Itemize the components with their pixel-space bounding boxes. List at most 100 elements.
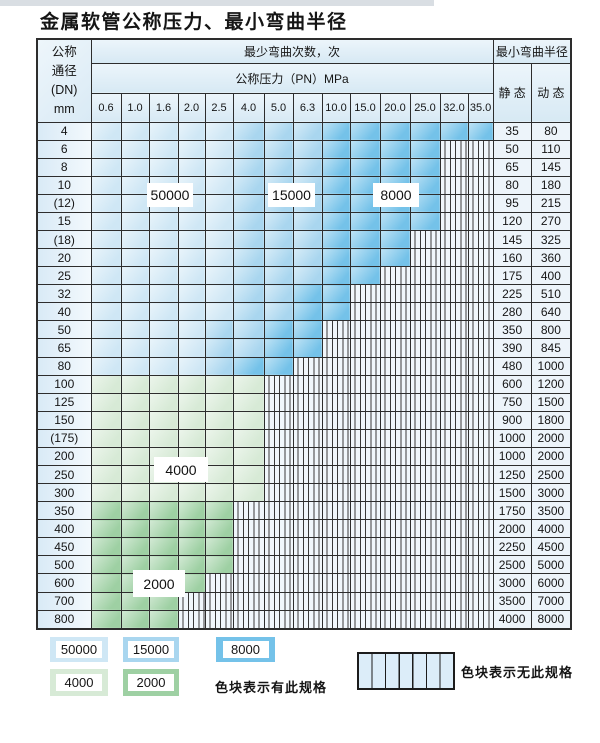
dn-cell: 300 [36, 483, 92, 503]
no-spec-hatch-cell [263, 501, 294, 521]
no-spec-hatch-cell [349, 519, 381, 539]
spec-zone-cell [409, 121, 441, 141]
spec-zone-cell [148, 266, 179, 286]
static-radius-cell: 900 [492, 410, 532, 430]
spec-zone-cell [232, 284, 265, 304]
spec-zone-cell [148, 356, 179, 376]
spec-zone-cell [120, 609, 150, 630]
spec-zone-cell [90, 248, 122, 268]
no-spec-hatch-cell [292, 609, 323, 630]
no-spec-hatch-cell [379, 284, 411, 304]
table-row: 400 2000 4000 [36, 519, 572, 539]
static-radius-cell: 480 [492, 356, 532, 376]
no-spec-hatch-cell [263, 374, 294, 394]
spec-zone-cell [232, 229, 265, 250]
no-spec-hatch-cell [467, 302, 494, 322]
no-spec-hatch-cell [409, 374, 441, 394]
spec-zone-cell [379, 211, 411, 231]
table-row: 65 390 845 [36, 338, 572, 358]
no-spec-hatch-cell [439, 139, 469, 159]
dynamic-radius-cell: 1800 [530, 410, 572, 430]
spec-zone-cell [232, 446, 265, 466]
table-row: (175) 1000 2000 [36, 428, 572, 448]
dynamic-radius-cell: 3000 [530, 483, 572, 503]
spec-zone-cell [120, 555, 150, 575]
dn-cell: 20 [36, 248, 92, 268]
table-row: 4 35 80 [36, 121, 572, 141]
spec-zone-cell [177, 139, 206, 159]
no-spec-hatch-cell [349, 284, 381, 304]
spec-zone-cell [120, 446, 150, 466]
no-spec-hatch-cell [467, 157, 494, 177]
table-row: 80 480 1000 [36, 356, 572, 376]
spec-zone-cell [120, 519, 150, 539]
no-spec-hatch-cell [292, 555, 323, 575]
spec-zone-cell [120, 121, 150, 141]
no-spec-hatch-cell [439, 483, 469, 503]
spec-zone-cell [204, 284, 234, 304]
no-spec-hatch-cell [439, 464, 469, 485]
static-radius-cell: 35 [492, 121, 532, 141]
spec-zone-cell [321, 266, 351, 286]
spec-zone-cell [177, 302, 206, 322]
no-spec-hatch-cell [379, 537, 411, 557]
no-spec-hatch-cell [292, 410, 323, 430]
no-spec-hatch-cell [467, 284, 494, 304]
spec-zone-cell [263, 284, 294, 304]
spec-zone-cell [232, 302, 265, 322]
spec-zone-cell [204, 555, 234, 575]
pressure-tick: 25.0 [409, 92, 441, 123]
spec-zone-cell [90, 284, 122, 304]
no-spec-hatch-cell [467, 139, 494, 159]
no-spec-hatch-cell [379, 555, 411, 575]
spec-zone-cell [204, 139, 234, 159]
legend-no-spec-swatch [357, 652, 455, 690]
no-spec-hatch-cell [439, 555, 469, 575]
spec-zone-cell [120, 211, 150, 231]
no-spec-hatch-cell [379, 464, 411, 485]
spec-zone-cell [120, 139, 150, 159]
no-spec-hatch-cell [467, 175, 494, 195]
spec-zone-cell [321, 139, 351, 159]
spec-zone-cell [148, 121, 179, 141]
spec-zone-cell [379, 157, 411, 177]
spec-zone-cell [177, 356, 206, 376]
no-spec-hatch-cell [439, 446, 469, 466]
dynamic-radius-cell: 180 [530, 175, 572, 195]
static-radius-cell: 2250 [492, 537, 532, 557]
spec-zone-cell [379, 248, 411, 268]
no-spec-hatch-cell [232, 591, 265, 611]
no-spec-hatch-cell [349, 428, 381, 448]
dn-cell: (18) [36, 229, 92, 250]
spec-zone-cell [292, 266, 323, 286]
dynamic-radius-cell: 325 [530, 229, 572, 250]
spec-zone-cell [148, 428, 179, 448]
dn-cell: 400 [36, 519, 92, 539]
spec-zone-cell [379, 229, 411, 250]
no-spec-hatch-cell [177, 609, 206, 630]
static-radius-cell: 1750 [492, 501, 532, 521]
table-row: 125 750 1500 [36, 392, 572, 412]
dn-cell: 350 [36, 501, 92, 521]
spec-zone-cell [120, 248, 150, 268]
no-spec-hatch-cell [379, 428, 411, 448]
spec-zone-cell [263, 121, 294, 141]
spec-zone-cell [292, 157, 323, 177]
dn-cell: 100 [36, 374, 92, 394]
spec-zone-cell [148, 537, 179, 557]
spec-zone-cell [120, 157, 150, 177]
spec-zone-cell [120, 302, 150, 322]
no-spec-hatch-cell [439, 501, 469, 521]
spec-zone-cell [232, 410, 265, 430]
dynamic-radius-cell: 270 [530, 211, 572, 231]
static-radius-cell: 280 [492, 302, 532, 322]
no-spec-hatch-cell [321, 392, 351, 412]
no-spec-hatch-cell [409, 320, 441, 340]
pressure-tick: 10.0 [321, 92, 351, 123]
nominal-pressure-header: 公称压力（PN）MPa [90, 62, 494, 94]
no-spec-hatch-cell [439, 175, 469, 195]
spec-zone-cell [177, 121, 206, 141]
zone-cycles-label: 50000 [147, 183, 193, 207]
no-spec-hatch-cell [439, 591, 469, 611]
static-radius-cell: 1000 [492, 446, 532, 466]
